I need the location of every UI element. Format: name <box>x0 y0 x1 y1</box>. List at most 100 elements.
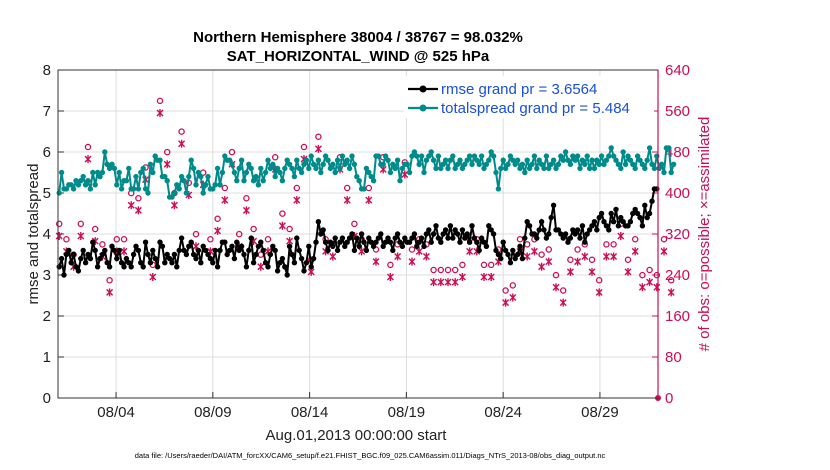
obs-assimilated-marker <box>566 267 574 276</box>
rmse-marker <box>166 255 173 262</box>
totalspread-marker <box>622 161 629 167</box>
totalspread-marker <box>382 153 389 159</box>
rmse-marker <box>428 239 434 245</box>
obs-assimilated-marker <box>660 247 668 256</box>
rmse-marker <box>639 223 646 229</box>
obs-assimilated-marker <box>386 273 394 281</box>
rmse-marker <box>157 239 163 245</box>
rmse-marker <box>534 235 540 241</box>
totalspread-marker <box>344 157 350 163</box>
totalspread-marker <box>404 161 410 167</box>
rmse-marker <box>570 227 576 233</box>
obs-possible-marker <box>55 220 63 228</box>
rmse-marker <box>346 235 353 241</box>
totalspread-marker <box>399 165 406 172</box>
y-right-tick-label: 240 <box>665 267 690 284</box>
totalspread-marker <box>118 186 125 192</box>
totalspread-marker <box>94 169 101 176</box>
obs-possible-marker <box>538 251 545 258</box>
obs-possible-marker <box>588 256 596 263</box>
obs-assimilated-marker <box>466 247 474 256</box>
obs-assimilated-marker <box>401 170 409 179</box>
obs-possible-marker <box>430 266 437 274</box>
totalspread-marker <box>188 157 194 163</box>
totalspread-marker <box>68 182 74 188</box>
rmse-marker <box>373 239 379 245</box>
rmse-marker <box>507 260 514 266</box>
totalspread-marker <box>202 182 209 188</box>
totalspread-marker <box>303 157 310 163</box>
totalspread-marker <box>526 165 533 172</box>
totalspread-marker <box>152 153 158 159</box>
totalspread-marker <box>375 153 382 159</box>
totalspread-marker <box>632 165 638 172</box>
totalspread-marker <box>464 157 470 163</box>
totalspread-marker <box>322 153 329 159</box>
totalspread-marker <box>514 157 521 163</box>
x-tick-label: 08/29 <box>581 404 619 421</box>
totalspread-marker <box>289 165 295 172</box>
obs-assimilated-marker <box>394 252 402 261</box>
obs-possible-marker <box>624 256 632 263</box>
rmse-marker <box>330 243 336 249</box>
rmse-marker <box>133 243 139 249</box>
obs-possible-marker <box>574 246 581 253</box>
rmse-marker <box>130 251 137 258</box>
totalspread-marker <box>385 157 391 163</box>
y-right-tick-label: 320 <box>665 226 690 243</box>
totalspread-marker <box>236 165 242 172</box>
totalspread-marker <box>286 161 293 167</box>
totalspread-marker <box>574 153 581 159</box>
rmse-marker <box>224 251 230 258</box>
rmse-marker <box>159 243 166 249</box>
obs-assimilated-marker <box>134 206 142 215</box>
rmse-marker <box>610 219 617 225</box>
rmse-marker <box>351 247 358 254</box>
rmse-marker <box>178 235 185 241</box>
totalspread-marker <box>190 165 197 172</box>
totalspread-marker <box>133 173 139 180</box>
obs-possible-marker <box>639 271 646 279</box>
totalspread-marker <box>171 190 178 196</box>
totalspread-marker <box>229 161 235 167</box>
rmse-marker <box>138 260 144 266</box>
rmse-marker <box>109 243 115 249</box>
totalspread-marker <box>90 169 96 176</box>
totalspread-marker <box>106 165 113 172</box>
obs-possible-marker <box>286 225 293 233</box>
totalspread-marker <box>150 169 156 176</box>
obs-assimilated-marker <box>278 221 286 230</box>
obs-assimilated-marker <box>617 232 625 240</box>
totalspread-marker <box>392 165 398 172</box>
totalspread-marker <box>534 165 540 172</box>
rmse-marker <box>627 219 634 225</box>
rmse-marker <box>519 255 526 262</box>
rmse-marker <box>514 251 521 258</box>
rmse-marker <box>361 239 367 245</box>
rmse-marker <box>202 247 209 254</box>
rmse-marker <box>313 239 319 245</box>
rmse-marker <box>339 235 346 241</box>
obs-assimilated-marker <box>574 257 582 266</box>
obs-assimilated-marker <box>545 257 553 266</box>
totalspread-marker <box>469 161 475 167</box>
rmse-marker <box>644 214 650 221</box>
obs-assimilated-marker <box>437 278 445 287</box>
rmse-marker <box>546 231 552 237</box>
obs-assimilated-marker <box>653 283 661 292</box>
totalspread-marker <box>428 149 434 155</box>
rmse-marker <box>594 227 600 233</box>
totalspread-marker <box>193 182 199 188</box>
totalspread-marker <box>85 178 91 184</box>
rmse-marker <box>231 255 238 262</box>
obs-assimilated-marker <box>221 196 229 205</box>
rmse-marker <box>63 251 70 258</box>
totalspread-marker <box>258 165 264 172</box>
totalspread-marker <box>296 165 302 172</box>
totalspread-marker <box>651 165 658 172</box>
obs-possible-marker <box>221 184 229 192</box>
rmse-marker <box>195 247 202 254</box>
x-tick-label: 08/14 <box>291 404 329 421</box>
obs-assimilated-marker <box>530 247 538 256</box>
totalspread-marker <box>601 161 607 167</box>
